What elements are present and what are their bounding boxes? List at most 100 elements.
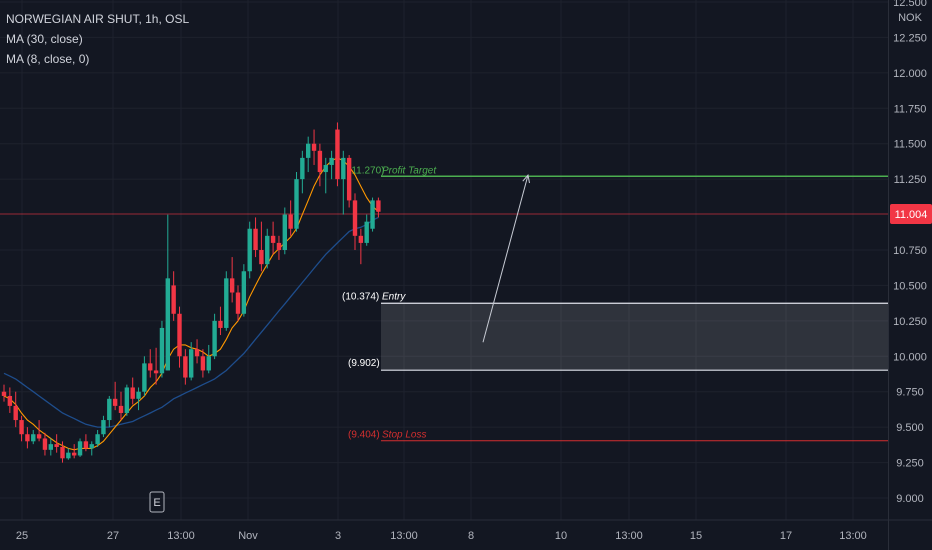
candle-body	[200, 356, 206, 371]
candle-body	[25, 434, 30, 442]
price-tick-label: 10.000	[893, 351, 927, 363]
trade-levels: (11.270)Profit Target (10.374) Entry (9.902…	[0, 165, 888, 442]
entry-low-value: (9.902)	[348, 358, 380, 369]
candle-body	[288, 214, 293, 229]
candle-body	[83, 441, 89, 449]
candle-body	[311, 143, 317, 151]
candle-body	[19, 420, 24, 435]
candle-body	[294, 179, 299, 229]
candle-body	[218, 320, 223, 328]
ma30-line	[3, 216, 379, 428]
time-tick-label: 27	[107, 530, 119, 542]
candle-body	[352, 200, 358, 236]
time-tick-label: 13:00	[615, 530, 643, 542]
candle-body	[112, 398, 118, 406]
price-tick-label: 10.500	[893, 280, 927, 292]
candle-body	[253, 228, 258, 250]
time-tick-label: 8	[468, 530, 474, 542]
candle-body	[95, 434, 100, 445]
candle-body	[72, 452, 77, 456]
price-tick-label: 11.500	[894, 139, 927, 151]
ma30-legend[interactable]: MA (30, close)	[6, 32, 83, 46]
candle-body	[165, 278, 170, 371]
candle-body	[177, 313, 182, 357]
current-price-tag	[890, 204, 932, 225]
candle-body	[189, 349, 194, 378]
candle-body	[306, 143, 311, 158]
earnings-marker-box	[149, 491, 165, 513]
candle-body	[194, 349, 200, 357]
candle-body	[130, 387, 135, 399]
candle-body	[7, 395, 13, 406]
arrow-head	[522, 174, 530, 184]
candle-body	[159, 327, 165, 374]
projection-arrow	[482, 175, 529, 343]
candle-body	[358, 235, 364, 243]
candle-body	[66, 452, 71, 459]
candles	[1, 122, 381, 463]
profit-target-value: (11.270)	[348, 165, 385, 176]
candle-body	[224, 278, 229, 328]
candle-body	[329, 157, 334, 165]
price-tick-label: 9.250	[896, 458, 924, 470]
time-tick-label: 13:00	[167, 530, 195, 542]
price-tick-label: 9.000	[896, 493, 924, 505]
stop-loss-value: (9.404)	[348, 430, 380, 441]
candle-body	[13, 405, 18, 421]
stop-loss-name: Stop Loss	[382, 430, 426, 441]
entry-zone-fill	[381, 303, 888, 371]
symbol-title[interactable]: NORWEGIAN AIR SHUT, 1h, OSL	[6, 12, 190, 26]
candle-body	[171, 285, 176, 314]
candle-body	[341, 157, 346, 180]
time-tick-label: 3	[335, 530, 341, 542]
price-tick-label: 12.000	[893, 68, 927, 80]
candle-body	[265, 235, 270, 265]
price-tick-label: 9.500	[896, 422, 924, 434]
candle-body	[124, 387, 130, 413]
candle-body	[229, 278, 235, 293]
candle-body	[206, 356, 211, 371]
chart-legend: NORWEGIAN AIR SHUT, 1h, OSL MA (30, clos…	[6, 9, 189, 69]
candle-body	[136, 391, 141, 399]
time-tick-label: 13:00	[839, 530, 867, 542]
ma8-legend[interactable]: MA (8, close, 0)	[6, 52, 90, 66]
candle-body	[153, 370, 159, 374]
entry-name: Entry	[382, 291, 406, 302]
candle-body	[276, 242, 282, 250]
candle-body	[36, 434, 42, 439]
time-tick-label: 13:00	[390, 530, 418, 542]
candle-body	[376, 200, 381, 212]
candle-body	[142, 363, 147, 392]
time-axis[interactable]: 25 27 13:00 Nov 3 13:00 8 10 13:00 15 17 13:00	[0, 519, 932, 542]
price-tick-label: 11.750	[894, 103, 927, 115]
candle-body	[370, 200, 375, 229]
price-tick-label: 10.750	[893, 245, 927, 257]
time-tick-label: 17	[780, 530, 792, 542]
candle-body	[54, 444, 59, 447]
time-tick-label: Nov	[238, 530, 258, 542]
candle-body	[323, 164, 328, 173]
entry-value: (10.374)	[342, 291, 379, 302]
candle-body	[212, 320, 217, 357]
candle-body	[235, 292, 241, 314]
candle-body	[89, 444, 94, 449]
currency-label: NOK	[898, 12, 923, 24]
price-tick-label: 12.500	[893, 0, 927, 9]
price-tick-label: 11.250	[894, 174, 927, 186]
price-tick-label: 12.250	[893, 32, 927, 44]
candle-body	[317, 150, 323, 173]
candle-body	[148, 363, 153, 371]
candle-body	[101, 420, 106, 435]
candle-body	[183, 356, 188, 378]
price-tick-label: 9.750	[896, 387, 924, 399]
candle-body	[31, 434, 36, 442]
candle-body	[300, 157, 305, 180]
candle-body	[60, 446, 65, 459]
price-tick-label: 10.250	[893, 316, 927, 328]
candle-body	[48, 444, 53, 450]
time-tick-label: 10	[555, 530, 567, 542]
time-tick-label: 25	[16, 530, 28, 542]
price-axis[interactable]: 12.500 12.250 12.000 11.750 11.500 11.250 11.0…	[888, 0, 932, 550]
